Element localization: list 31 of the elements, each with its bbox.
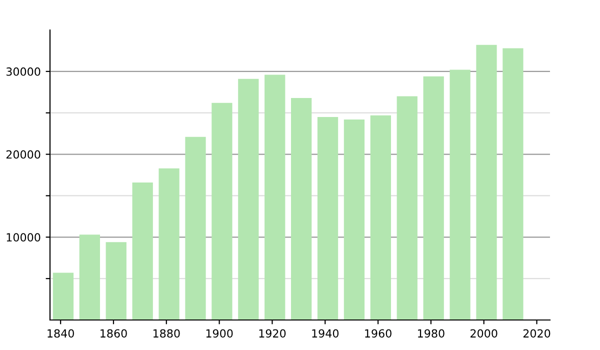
x-tick-label: 1860 bbox=[100, 329, 127, 338]
y-tick-label: 10000 bbox=[6, 233, 40, 242]
x-tick-label: 1980 bbox=[418, 329, 444, 338]
bar bbox=[158, 168, 180, 320]
bar bbox=[79, 234, 100, 320]
y-tick-label: 20000 bbox=[6, 150, 40, 159]
bar bbox=[291, 98, 312, 320]
bar bbox=[212, 102, 232, 320]
bar bbox=[502, 48, 524, 320]
x-tick-label: 2000 bbox=[470, 329, 498, 338]
bar bbox=[238, 78, 259, 320]
bar bbox=[476, 44, 497, 320]
bar bbox=[396, 96, 418, 320]
bar bbox=[185, 136, 206, 320]
x-tick-label: 2020 bbox=[523, 329, 550, 338]
bar bbox=[132, 182, 153, 320]
x-tick-label: 1840 bbox=[48, 329, 74, 338]
bar bbox=[370, 115, 392, 320]
x-tick-label: 1900 bbox=[206, 329, 233, 338]
bar bbox=[317, 117, 338, 320]
bar bbox=[264, 74, 286, 320]
x-tick-label: 1960 bbox=[365, 329, 392, 338]
bar bbox=[423, 76, 444, 320]
x-tick-label: 1940 bbox=[312, 329, 339, 338]
y-tick-label: 30000 bbox=[6, 67, 40, 76]
x-tick-label: 1880 bbox=[153, 329, 180, 338]
bar bbox=[106, 242, 126, 320]
bar bbox=[52, 272, 74, 320]
x-tick-label: 1920 bbox=[259, 329, 286, 338]
bar bbox=[450, 70, 470, 320]
bar bbox=[344, 119, 365, 320]
